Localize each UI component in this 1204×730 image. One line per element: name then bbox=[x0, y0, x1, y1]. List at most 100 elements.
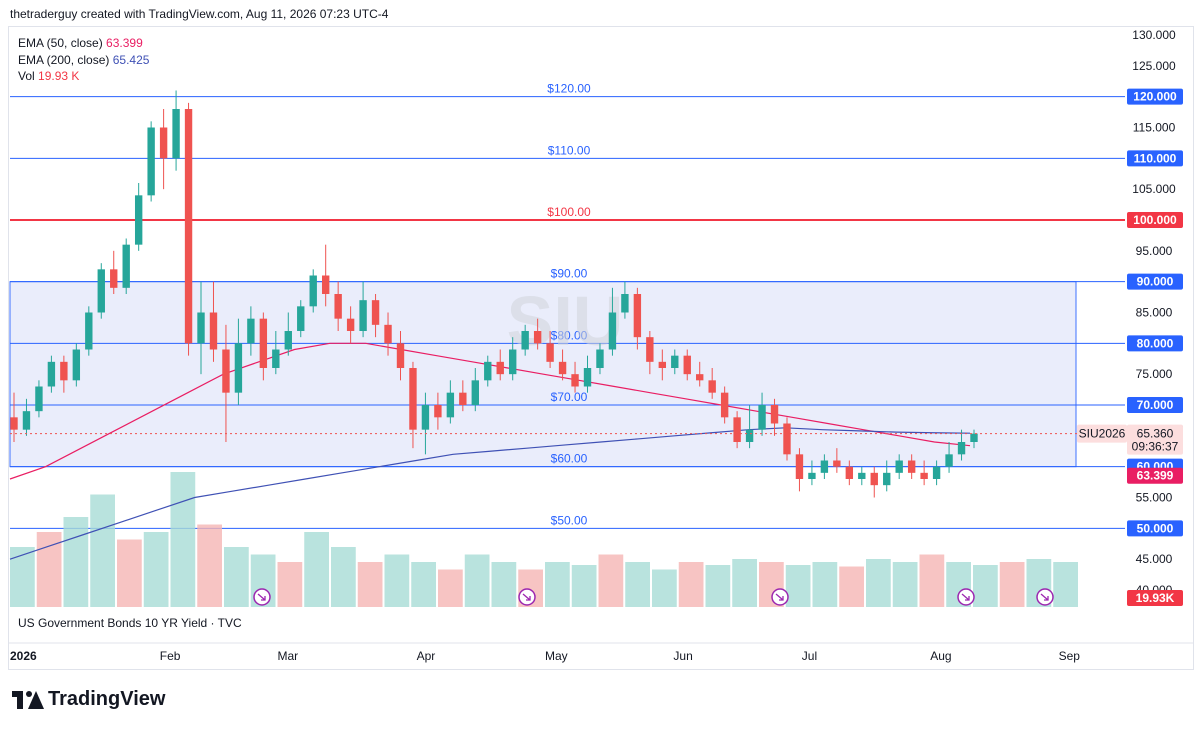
candle-body[interactable] bbox=[633, 294, 642, 338]
candle-body[interactable] bbox=[35, 386, 43, 412]
candle-body[interactable] bbox=[85, 312, 93, 350]
candle-body[interactable] bbox=[546, 343, 554, 362]
candle-body[interactable] bbox=[97, 269, 105, 313]
candle-body[interactable] bbox=[434, 405, 442, 418]
candle-body[interactable] bbox=[858, 472, 866, 479]
dividend-event-icon[interactable] bbox=[771, 588, 789, 606]
candle-body[interactable] bbox=[870, 472, 878, 486]
candle-body[interactable] bbox=[646, 337, 654, 362]
candle-body[interactable] bbox=[795, 454, 804, 479]
dividend-event-icon[interactable] bbox=[1036, 588, 1054, 606]
candle-body[interactable] bbox=[10, 417, 18, 430]
candle-body[interactable] bbox=[359, 300, 367, 331]
candle-body[interactable] bbox=[496, 361, 504, 375]
candle-body[interactable] bbox=[446, 392, 455, 418]
candle-body[interactable] bbox=[247, 318, 255, 344]
ema200-line bbox=[9, 427, 971, 560]
candle-body[interactable] bbox=[309, 275, 317, 307]
volume-bar bbox=[464, 554, 490, 607]
candle-body[interactable] bbox=[60, 361, 68, 381]
volume-bar bbox=[357, 562, 383, 607]
level-axis-tag bbox=[1127, 397, 1183, 413]
candle-body[interactable] bbox=[272, 349, 280, 369]
candle-body[interactable] bbox=[558, 361, 567, 375]
candle-body[interactable] bbox=[110, 269, 118, 288]
candle-body[interactable] bbox=[932, 466, 941, 479]
candle-body[interactable] bbox=[209, 312, 218, 350]
legend-volume[interactable]: Vol 19.93 K bbox=[18, 69, 80, 83]
volume-bar bbox=[10, 547, 35, 607]
candle-body[interactable] bbox=[658, 361, 667, 368]
candle-body[interactable] bbox=[72, 349, 81, 381]
candle-body[interactable] bbox=[384, 324, 392, 344]
candle-body[interactable] bbox=[172, 109, 180, 159]
candle-body[interactable] bbox=[945, 454, 953, 467]
dividend-event-icon[interactable] bbox=[518, 588, 536, 606]
candle-body[interactable] bbox=[334, 294, 342, 319]
candle-body[interactable] bbox=[197, 312, 205, 344]
candle-body[interactable] bbox=[509, 349, 517, 375]
candle-body[interactable] bbox=[621, 294, 629, 313]
candle-body[interactable] bbox=[708, 380, 716, 393]
candle-body[interactable] bbox=[459, 392, 467, 405]
volume-bar bbox=[224, 547, 249, 607]
volume-bar bbox=[812, 562, 838, 607]
candle-body[interactable] bbox=[222, 349, 230, 393]
candle-body[interactable] bbox=[234, 343, 243, 393]
candle-body[interactable] bbox=[758, 405, 766, 430]
candle-body[interactable] bbox=[820, 460, 829, 473]
x-axis-label: 2026 bbox=[10, 649, 37, 663]
candle-body[interactable] bbox=[521, 331, 529, 350]
candle-body[interactable] bbox=[895, 460, 903, 473]
event-marker-arrow bbox=[1040, 593, 1049, 601]
candle-body[interactable] bbox=[122, 244, 130, 288]
candle-body[interactable] bbox=[883, 472, 891, 486]
candle-body[interactable] bbox=[22, 411, 31, 430]
candle-body[interactable] bbox=[745, 429, 754, 442]
candle-body[interactable] bbox=[321, 275, 330, 295]
candle-body[interactable] bbox=[596, 349, 604, 369]
candle-body[interactable] bbox=[696, 374, 704, 381]
candle-body[interactable] bbox=[533, 331, 542, 344]
candle-body[interactable] bbox=[957, 442, 966, 455]
volume-bar bbox=[117, 539, 142, 607]
candle-body[interactable] bbox=[808, 472, 816, 479]
candle-body[interactable] bbox=[371, 300, 380, 325]
candle-body[interactable] bbox=[683, 355, 691, 375]
candle-body[interactable] bbox=[184, 109, 193, 344]
candle-body[interactable] bbox=[907, 460, 916, 473]
candle-body[interactable] bbox=[608, 312, 617, 350]
candle-body[interactable] bbox=[770, 405, 779, 424]
legend-ema50[interactable]: EMA (50, close) 63.399 bbox=[18, 36, 143, 50]
earnings-flash-icon[interactable] bbox=[957, 588, 975, 606]
candle-body[interactable] bbox=[845, 466, 854, 479]
candle-body[interactable] bbox=[833, 460, 841, 467]
tradingview-logo[interactable]: TradingView bbox=[12, 688, 165, 711]
candle-body[interactable] bbox=[346, 318, 355, 331]
candle-body[interactable] bbox=[47, 361, 56, 387]
candle-body[interactable] bbox=[783, 423, 791, 455]
candle-body[interactable] bbox=[671, 355, 679, 368]
candle-body[interactable] bbox=[471, 380, 479, 405]
candle-body[interactable] bbox=[259, 318, 268, 368]
candle-body[interactable] bbox=[284, 331, 292, 350]
candle-body[interactable] bbox=[147, 127, 155, 196]
candle-body[interactable] bbox=[396, 343, 405, 368]
candle-body[interactable] bbox=[720, 392, 729, 418]
dividend-event-icon[interactable] bbox=[253, 588, 271, 606]
candle-body[interactable] bbox=[159, 127, 168, 159]
legend-ema200[interactable]: EMA (200, close) 65.425 bbox=[18, 52, 150, 67]
candle-body[interactable] bbox=[920, 472, 928, 479]
candle-body[interactable] bbox=[583, 368, 592, 387]
candle-body[interactable] bbox=[134, 195, 143, 245]
candle-body[interactable] bbox=[484, 361, 492, 381]
candle-body[interactable] bbox=[297, 306, 305, 331]
candle-body[interactable] bbox=[409, 368, 417, 430]
candle-body[interactable] bbox=[421, 405, 430, 430]
volume-bar bbox=[999, 562, 1025, 607]
candle-body[interactable] bbox=[571, 374, 579, 387]
volume-bar bbox=[277, 562, 303, 607]
candle-body[interactable] bbox=[733, 417, 741, 442]
candle-body[interactable] bbox=[970, 433, 978, 442]
